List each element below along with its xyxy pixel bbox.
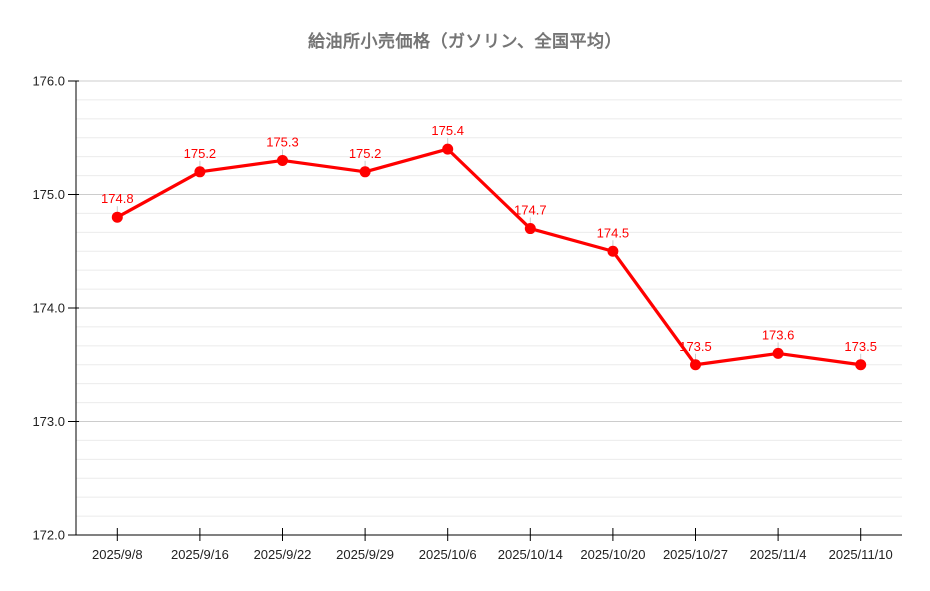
data-point-label: 174.8 <box>101 191 134 206</box>
data-point-marker[interactable] <box>524 223 536 235</box>
data-point-marker[interactable] <box>194 166 206 178</box>
data-point-marker[interactable] <box>855 359 867 371</box>
x-tick-label: 2025/9/29 <box>336 547 394 562</box>
data-points: 174.8 175.2 175.3 175.2 175.4 174.7 174.5 173.5… <box>101 123 877 371</box>
y-tick-label: 172.0 <box>32 528 65 543</box>
data-point-label: 173.6 <box>762 327 795 342</box>
data-point-label: 173.5 <box>844 339 877 354</box>
x-tick-label: 2025/9/22 <box>254 547 312 562</box>
y-tick-label: 175.0 <box>32 187 65 202</box>
y-tick-label: 173.0 <box>32 414 65 429</box>
data-point-marker[interactable] <box>111 211 123 223</box>
data-point-marker[interactable] <box>607 245 619 257</box>
data-point-label: 175.4 <box>431 123 464 138</box>
series-line <box>115 147 863 367</box>
x-tick-label: 2025/10/14 <box>498 547 563 562</box>
data-point-marker[interactable] <box>359 166 371 178</box>
data-point-marker[interactable] <box>442 143 454 155</box>
data-point-label: 173.5 <box>679 339 712 354</box>
data-point-label: 175.3 <box>266 134 299 149</box>
x-tick-label: 2025/11/10 <box>829 547 893 562</box>
data-point-label: 175.2 <box>184 146 217 161</box>
y-tick-label: 176.0 <box>32 74 65 89</box>
data-point-label: 175.2 <box>349 146 382 161</box>
x-tick-label: 2025/11/4 <box>750 547 807 562</box>
x-tick-label: 2025/10/27 <box>663 547 728 562</box>
data-point-marker[interactable] <box>690 359 701 371</box>
x-tick-label: 2025/9/8 <box>92 547 143 562</box>
x-tick-label: 2025/9/16 <box>171 547 229 562</box>
x-tick-label: 2025/10/6 <box>419 547 477 562</box>
data-point-label: 174.7 <box>514 203 547 218</box>
data-point-marker[interactable] <box>277 154 288 166</box>
data-point-label: 174.5 <box>597 225 630 240</box>
chart-title: 給油所小売価格（ガソリン、全国平均） <box>308 32 622 51</box>
gridlines <box>76 80 902 517</box>
x-tick-label: 2025/10/20 <box>580 547 645 562</box>
data-point-marker[interactable] <box>772 347 784 359</box>
y-tick-label: 174.0 <box>32 301 65 316</box>
axes: 176.0 175.0 174.0 173.0 172.0 2025/9/8 2025/9/… <box>32 74 902 562</box>
